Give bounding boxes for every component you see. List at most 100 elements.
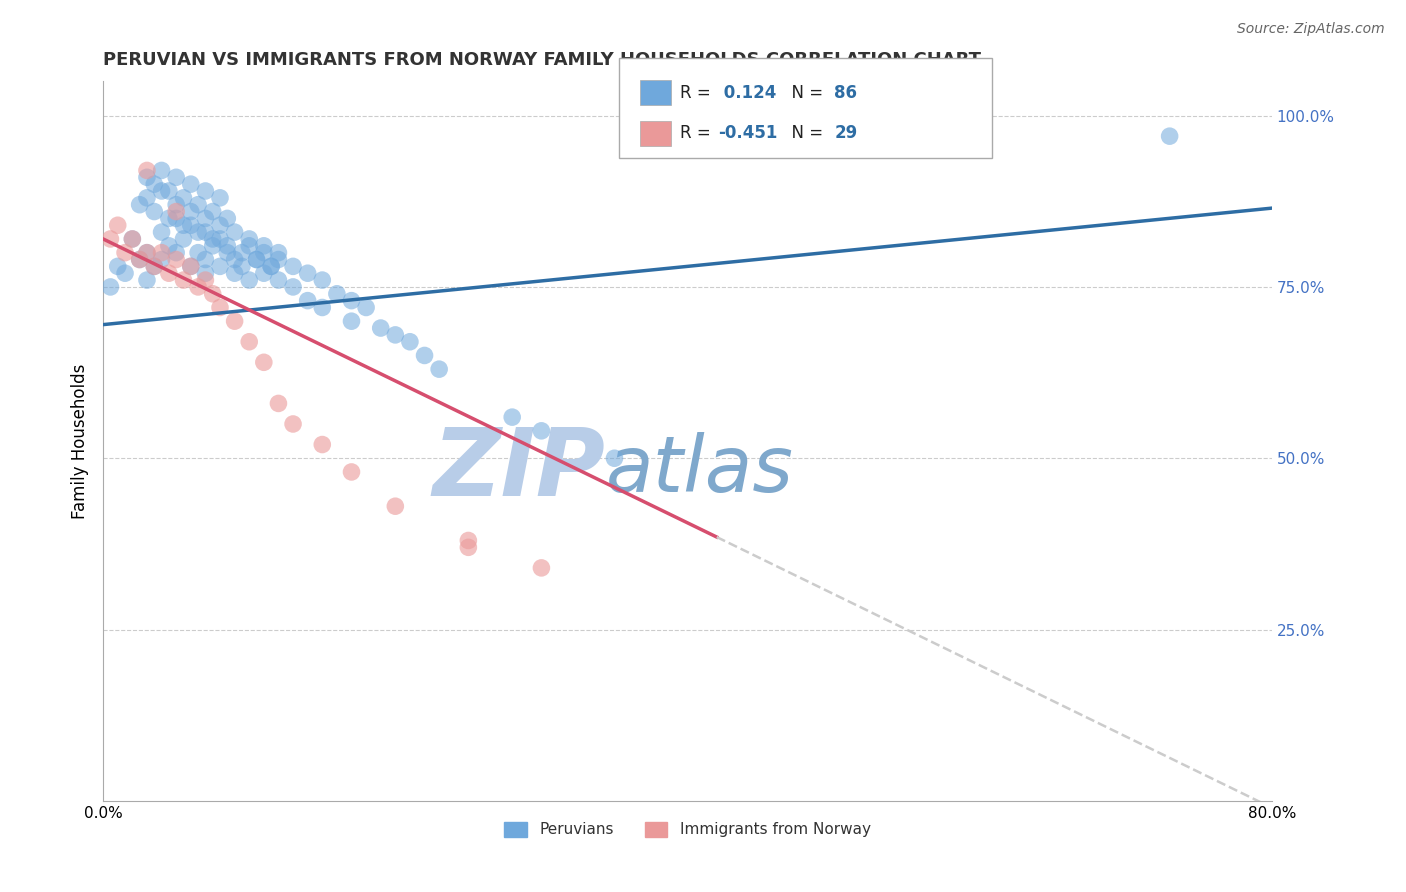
Text: -0.451: -0.451 <box>718 125 778 143</box>
Point <box>194 252 217 267</box>
Point <box>180 260 202 274</box>
Point <box>180 219 202 233</box>
Point <box>172 219 194 233</box>
Point <box>107 219 129 233</box>
Point <box>150 225 173 239</box>
Point <box>180 260 202 274</box>
Text: Source: ZipAtlas.com: Source: ZipAtlas.com <box>1237 22 1385 37</box>
Point <box>340 314 363 328</box>
Point <box>157 239 180 253</box>
Point <box>187 225 209 239</box>
Point <box>201 204 224 219</box>
Point <box>121 232 143 246</box>
Point <box>384 327 406 342</box>
Point <box>157 184 180 198</box>
Point <box>253 245 276 260</box>
Point <box>143 260 166 274</box>
Text: N =: N = <box>782 125 828 143</box>
Text: R =: R = <box>681 84 716 102</box>
Point <box>208 232 231 246</box>
Point <box>208 260 231 274</box>
Point <box>530 424 553 438</box>
Point <box>297 266 319 280</box>
Point <box>253 355 276 369</box>
Point <box>201 239 224 253</box>
Point <box>281 417 304 431</box>
Point <box>267 273 290 287</box>
Point <box>231 245 253 260</box>
Point <box>150 252 173 267</box>
Point <box>311 273 333 287</box>
Point <box>224 252 246 267</box>
Point <box>194 266 217 280</box>
Text: 0.124: 0.124 <box>718 84 776 102</box>
Text: ZIP: ZIP <box>433 424 606 516</box>
Point <box>100 280 122 294</box>
Point <box>165 170 187 185</box>
Text: 86: 86 <box>835 84 858 102</box>
Point <box>457 533 479 548</box>
Point <box>217 211 239 226</box>
Point <box>413 348 436 362</box>
Point <box>136 163 159 178</box>
Text: PERUVIAN VS IMMIGRANTS FROM NORWAY FAMILY HOUSEHOLDS CORRELATION CHART: PERUVIAN VS IMMIGRANTS FROM NORWAY FAMIL… <box>103 51 981 69</box>
Point <box>143 204 166 219</box>
Point <box>238 232 260 246</box>
Point <box>114 245 136 260</box>
Point <box>165 211 187 226</box>
Point <box>165 252 187 267</box>
Point <box>194 184 217 198</box>
Point <box>457 541 479 555</box>
Point <box>245 252 267 267</box>
Point <box>143 260 166 274</box>
Point <box>201 232 224 246</box>
Point <box>172 273 194 287</box>
Point <box>238 334 260 349</box>
Point <box>128 197 150 211</box>
Point <box>121 232 143 246</box>
Point <box>354 301 377 315</box>
Point <box>128 252 150 267</box>
Point <box>370 321 392 335</box>
Point <box>194 225 217 239</box>
Point <box>187 280 209 294</box>
Point <box>231 260 253 274</box>
Point <box>136 245 159 260</box>
Point <box>297 293 319 308</box>
Point <box>311 437 333 451</box>
Point <box>340 465 363 479</box>
Point <box>128 252 150 267</box>
Point <box>157 211 180 226</box>
Point <box>245 252 267 267</box>
Text: N =: N = <box>782 84 828 102</box>
Point <box>136 191 159 205</box>
Point <box>136 170 159 185</box>
Point <box>172 191 194 205</box>
Point <box>281 280 304 294</box>
Point <box>224 225 246 239</box>
Point <box>150 163 173 178</box>
Point <box>165 204 187 219</box>
Point <box>217 245 239 260</box>
Point <box>399 334 422 349</box>
Point <box>530 561 553 575</box>
Point <box>208 301 231 315</box>
Point <box>224 266 246 280</box>
Point <box>260 260 283 274</box>
Text: atlas: atlas <box>606 432 793 508</box>
Y-axis label: Family Households: Family Households <box>72 363 89 519</box>
Point <box>150 184 173 198</box>
Point <box>603 451 626 466</box>
Point <box>267 396 290 410</box>
Point <box>143 177 166 191</box>
Point <box>311 301 333 315</box>
Point <box>238 239 260 253</box>
Point <box>224 314 246 328</box>
Point <box>208 191 231 205</box>
Point <box>267 245 290 260</box>
Point <box>281 260 304 274</box>
Point <box>172 232 194 246</box>
Text: 29: 29 <box>835 125 858 143</box>
Point <box>427 362 450 376</box>
Point <box>238 273 260 287</box>
